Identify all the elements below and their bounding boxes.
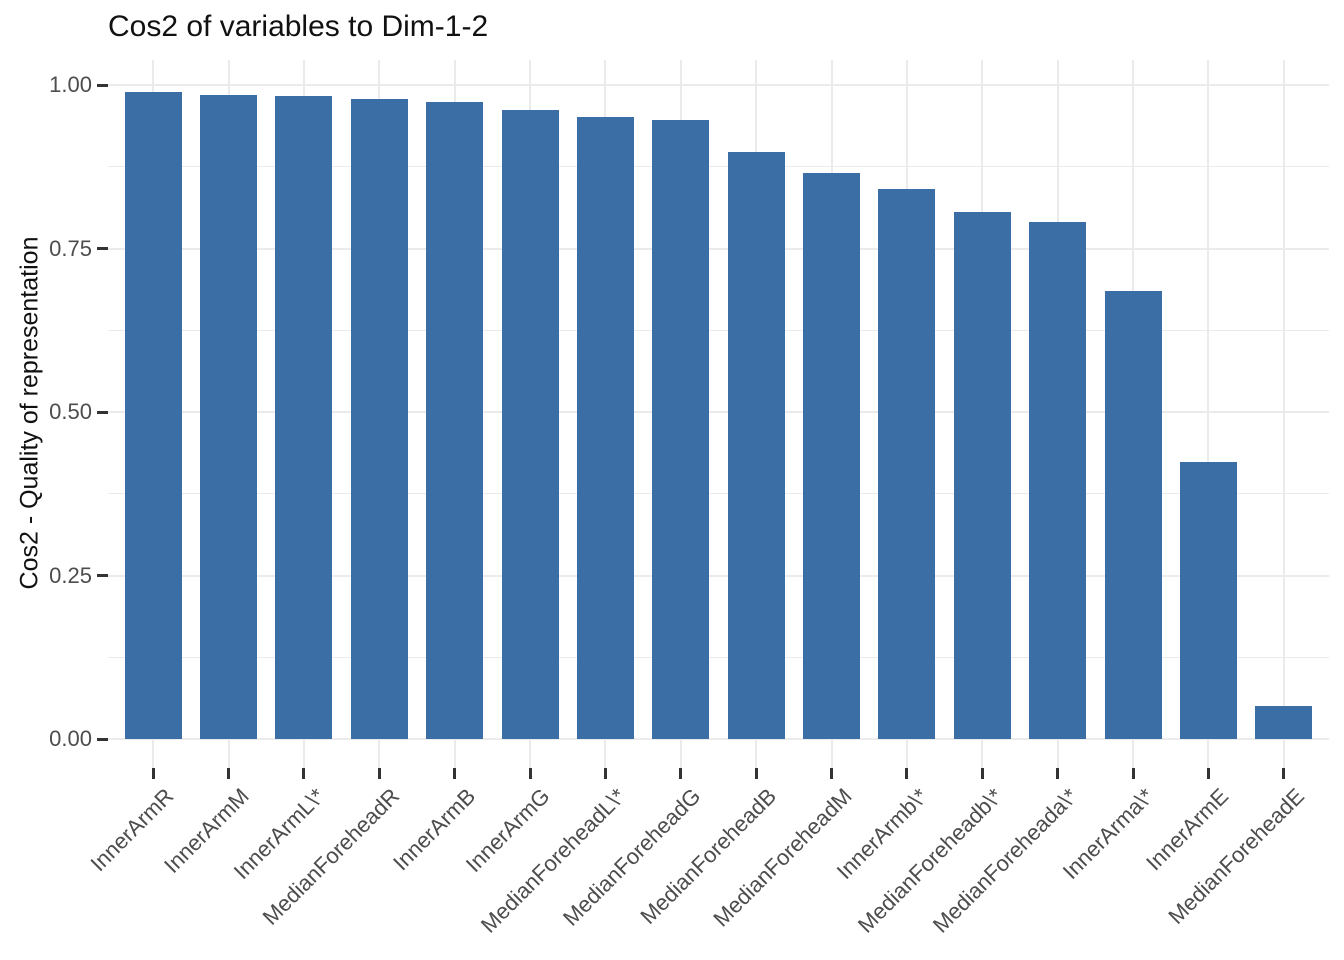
x-axis-tick-label: MedianForeheadb\* — [852, 783, 1008, 938]
bar-InnerArma\* — [1104, 291, 1162, 739]
bar-MedianForeheadL\* — [576, 117, 634, 739]
bar-MedianForeheadb\* — [953, 211, 1011, 739]
x-axis-tick — [754, 768, 758, 779]
bar-InnerArmM — [200, 94, 258, 739]
bar-MedianForeheadG — [652, 119, 710, 739]
y-axis-tick-label: 0.00 — [49, 726, 92, 751]
bar-InnerArmL\* — [275, 96, 333, 739]
x-axis-tick — [1131, 768, 1135, 779]
bar-MedianForeheadM — [803, 172, 861, 739]
gridline-minor-horizontal — [108, 329, 1329, 331]
y-axis-tick — [97, 410, 108, 414]
y-axis-tick-label: 1.00 — [49, 72, 92, 97]
gridline-major-horizontal — [108, 411, 1329, 413]
gridline-minor-horizontal — [108, 493, 1329, 495]
x-axis-tick-label: MedianForeheada\* — [928, 783, 1083, 938]
x-axis-tick — [227, 768, 231, 779]
y-axis-tick — [97, 737, 108, 741]
x-axis-tick — [830, 768, 834, 779]
x-axis-tick-label: MedianForeheadG — [558, 783, 706, 931]
gridline-major-horizontal — [108, 738, 1329, 740]
bar-MedianForeheadB — [727, 152, 785, 739]
y-axis-tick-label: 0.50 — [49, 399, 92, 424]
bar-InnerArmR — [124, 91, 182, 739]
y-axis-tick-label: 0.75 — [49, 235, 92, 261]
y-axis-tick — [97, 247, 108, 250]
x-axis-tick — [905, 768, 909, 779]
x-axis-tick — [980, 768, 984, 779]
gridline-minor-horizontal — [108, 656, 1329, 658]
x-axis-tick — [377, 768, 381, 779]
x-axis-tick — [1282, 768, 1286, 779]
bar-MedianForeheadE — [1255, 706, 1313, 739]
x-axis-tick-label: MedianForeheadL\* — [476, 783, 631, 938]
x-axis-tick-label: MedianForeheadR — [257, 783, 405, 930]
x-axis-tick — [1056, 768, 1060, 779]
bar-MedianForeheada\* — [1029, 222, 1087, 739]
x-axis-tick-label: MedianForeheadB — [635, 783, 782, 929]
gridline-major-horizontal — [108, 84, 1329, 86]
y-axis-tick — [97, 83, 108, 87]
bar-InnerArmb\* — [878, 188, 936, 739]
x-axis-tick — [453, 768, 457, 779]
gridline-minor-horizontal — [108, 166, 1329, 168]
gridline-major-vertical — [1282, 60, 1285, 768]
gridline-major-horizontal — [108, 574, 1329, 577]
bar-MedianForeheadR — [350, 99, 408, 739]
x-axis-tick-label: MedianForeheadE — [1163, 783, 1309, 929]
bar-InnerArmG — [501, 109, 559, 739]
x-axis-tick — [302, 768, 306, 779]
gridline-major-horizontal — [108, 247, 1329, 250]
bar-InnerArmB — [426, 102, 484, 739]
x-axis-tick — [1206, 768, 1210, 779]
x-axis-tick — [603, 768, 607, 779]
gridline-major-vertical — [1207, 60, 1210, 768]
x-axis-tick — [679, 768, 683, 779]
x-axis-tick — [151, 768, 155, 779]
x-axis-tick — [528, 768, 532, 779]
y-axis-tick — [97, 574, 108, 577]
x-axis-tick-label: MedianForeheadM — [708, 783, 857, 932]
chart-title: Cos2 of variables to Dim-1-2 — [108, 10, 489, 43]
y-axis-tick-label: 0.25 — [49, 562, 92, 588]
bar-InnerArmE — [1179, 462, 1237, 739]
